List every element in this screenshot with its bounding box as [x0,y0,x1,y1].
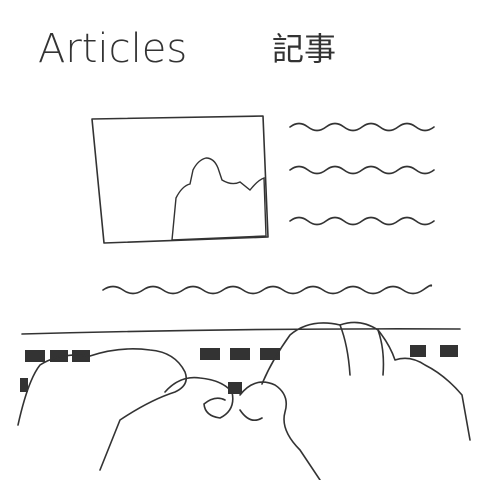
hands [17,321,471,480]
text-lines [102,122,435,295]
title: Articles [38,26,187,72]
title-ja: 記事 [272,30,336,68]
image-placeholder [91,115,269,244]
